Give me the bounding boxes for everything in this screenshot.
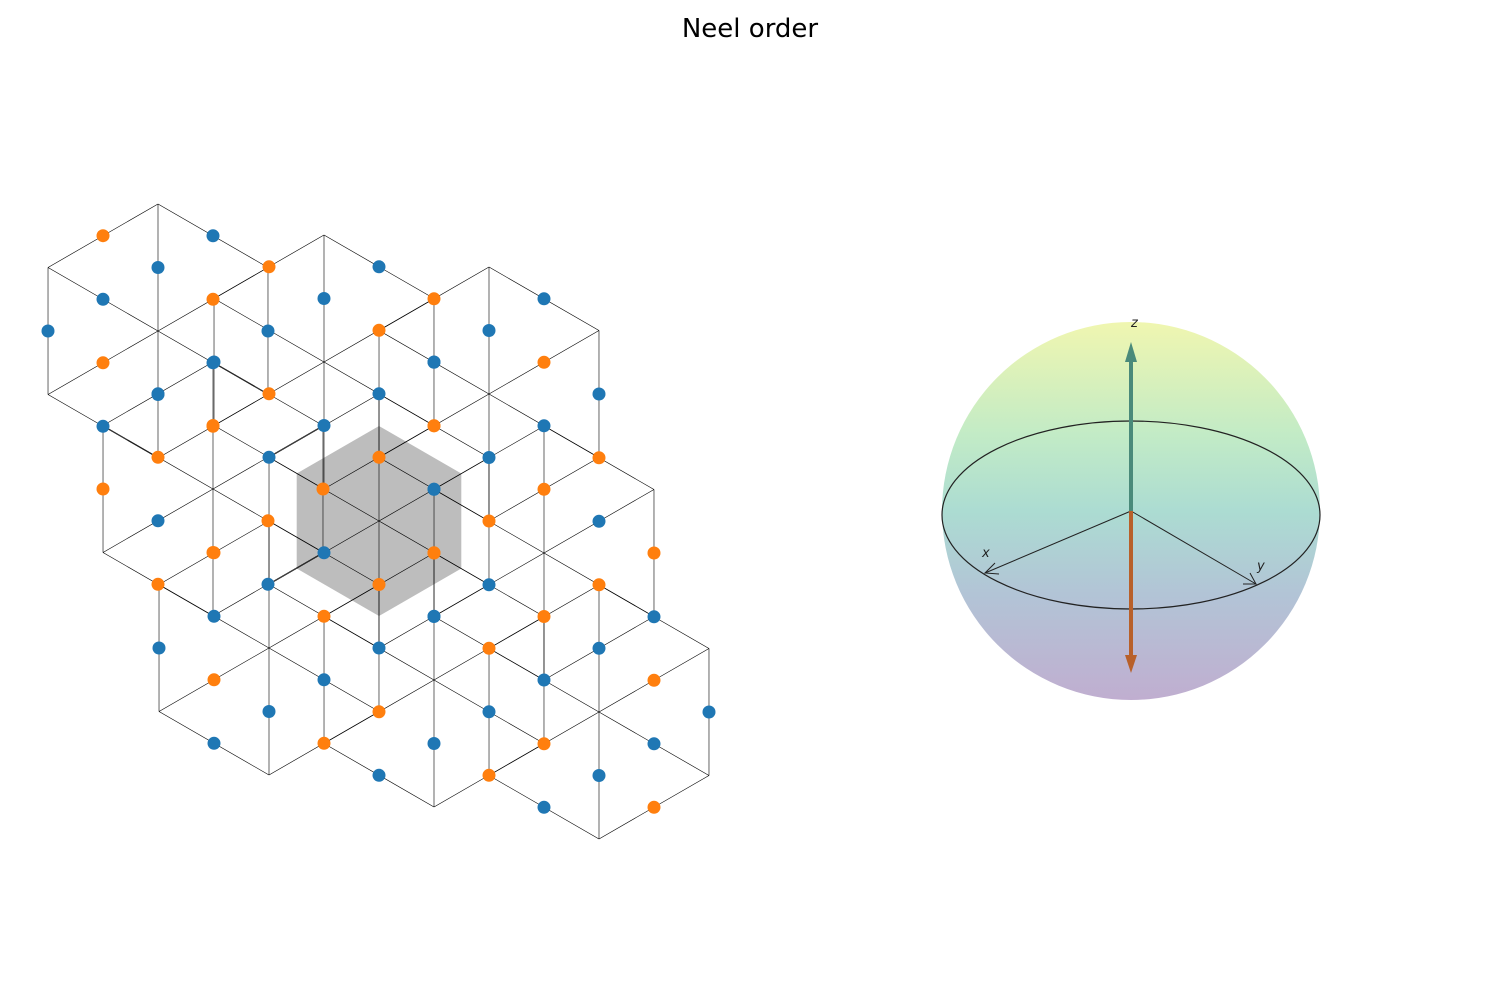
spin-site-up: [262, 705, 276, 718]
spin-site-down: [482, 514, 496, 528]
spin-site-down: [206, 292, 220, 306]
spin-site-up: [537, 419, 551, 433]
spin-site-down: [427, 546, 441, 560]
spin-site-up: [261, 324, 275, 338]
spin-site-down: [427, 292, 441, 306]
spin-site-up: [207, 355, 221, 369]
spin-site-up: [372, 641, 386, 655]
spin-site-down: [207, 673, 221, 687]
z-axis-label: z: [1130, 316, 1139, 331]
spin-site-up: [427, 737, 441, 750]
x-axis-line: [984, 510, 1132, 574]
spin-site-up: [427, 482, 441, 496]
spin-site-up: [262, 450, 276, 464]
spin-site-down: [316, 482, 330, 496]
spin-site-down: [261, 514, 275, 528]
spin-site-down: [592, 451, 606, 465]
spin-site-down: [647, 546, 661, 560]
spin-site-down: [96, 356, 110, 370]
spin-up-arrowhead: [1125, 342, 1137, 362]
spin-site-down: [482, 641, 496, 655]
spin-site-up: [537, 673, 551, 687]
spin-site-up: [151, 387, 165, 401]
spin-site-up: [537, 292, 551, 306]
spin-site-up: [206, 229, 220, 243]
spin-site-down: [647, 800, 661, 814]
spin-site-up: [482, 324, 496, 337]
spin-site-down: [96, 482, 110, 496]
spin-site-down: [262, 260, 276, 274]
spin-down-arrowhead: [1125, 655, 1137, 673]
spin-site-down: [317, 736, 331, 750]
spin-site-down: [372, 578, 386, 591]
spin-site-up: [96, 292, 110, 306]
spin-site-up: [482, 578, 496, 592]
spin-site-up: [482, 705, 496, 719]
spin-site-up: [482, 451, 496, 464]
spin-site-up: [427, 610, 441, 623]
spin-site-down: [372, 450, 386, 464]
spin-site-up: [152, 641, 166, 655]
spin-site-up: [261, 577, 275, 591]
y-axis-arrowhead: [1243, 572, 1257, 585]
spin-site-up: [372, 768, 386, 782]
spin-site-up: [372, 260, 386, 274]
spin-site-down: [482, 768, 496, 782]
spin-site-down: [317, 609, 331, 623]
spin-site-up: [537, 800, 551, 814]
figure-title: Neel order: [681, 14, 819, 44]
spin-site-up: [647, 737, 661, 751]
spin-site-down: [647, 673, 661, 687]
spin-site-down: [592, 578, 606, 592]
y-axis-label: y: [1256, 559, 1265, 574]
spin-site-down: [151, 577, 165, 591]
spin-site-down: [151, 450, 165, 464]
kagome-lattice: [41, 203, 716, 840]
x-axis-label: x: [981, 546, 990, 561]
spin-site-up: [207, 609, 221, 623]
spin-site-down: [372, 705, 386, 719]
bloch-sphere: x y z: [941, 316, 1321, 700]
x-axis-arrowhead: [983, 562, 1000, 575]
y-axis-line: [1130, 510, 1257, 585]
spin-site-up: [317, 673, 331, 687]
spin-site-up: [151, 514, 165, 528]
spin-site-down: [427, 419, 441, 433]
spin-site-up: [207, 736, 221, 750]
spin-site-down: [537, 482, 551, 496]
spin-site-down: [207, 546, 221, 560]
spin-site-up: [96, 419, 110, 433]
spin-site-down: [96, 229, 110, 243]
spin-site-up: [647, 610, 661, 624]
spin-site-up: [372, 387, 386, 401]
spin-site-down: [537, 737, 551, 751]
spin-site-up: [592, 387, 606, 401]
spin-site-up: [151, 261, 165, 274]
spin-site-up: [317, 419, 331, 432]
spin-site-up: [427, 355, 441, 369]
spin-site-up: [702, 705, 716, 719]
spin-site-up: [592, 769, 606, 782]
spin-site-up: [41, 324, 55, 338]
spin-site-down: [262, 387, 276, 401]
spin-site-down: [206, 419, 220, 432]
spin-site-down: [537, 610, 551, 623]
spin-site-down: [537, 355, 551, 369]
spin-site-up: [317, 546, 331, 560]
spin-site-up: [592, 514, 606, 528]
spin-site-up: [592, 641, 606, 655]
spin-site-down: [372, 323, 386, 337]
spin-site-up: [317, 292, 331, 305]
